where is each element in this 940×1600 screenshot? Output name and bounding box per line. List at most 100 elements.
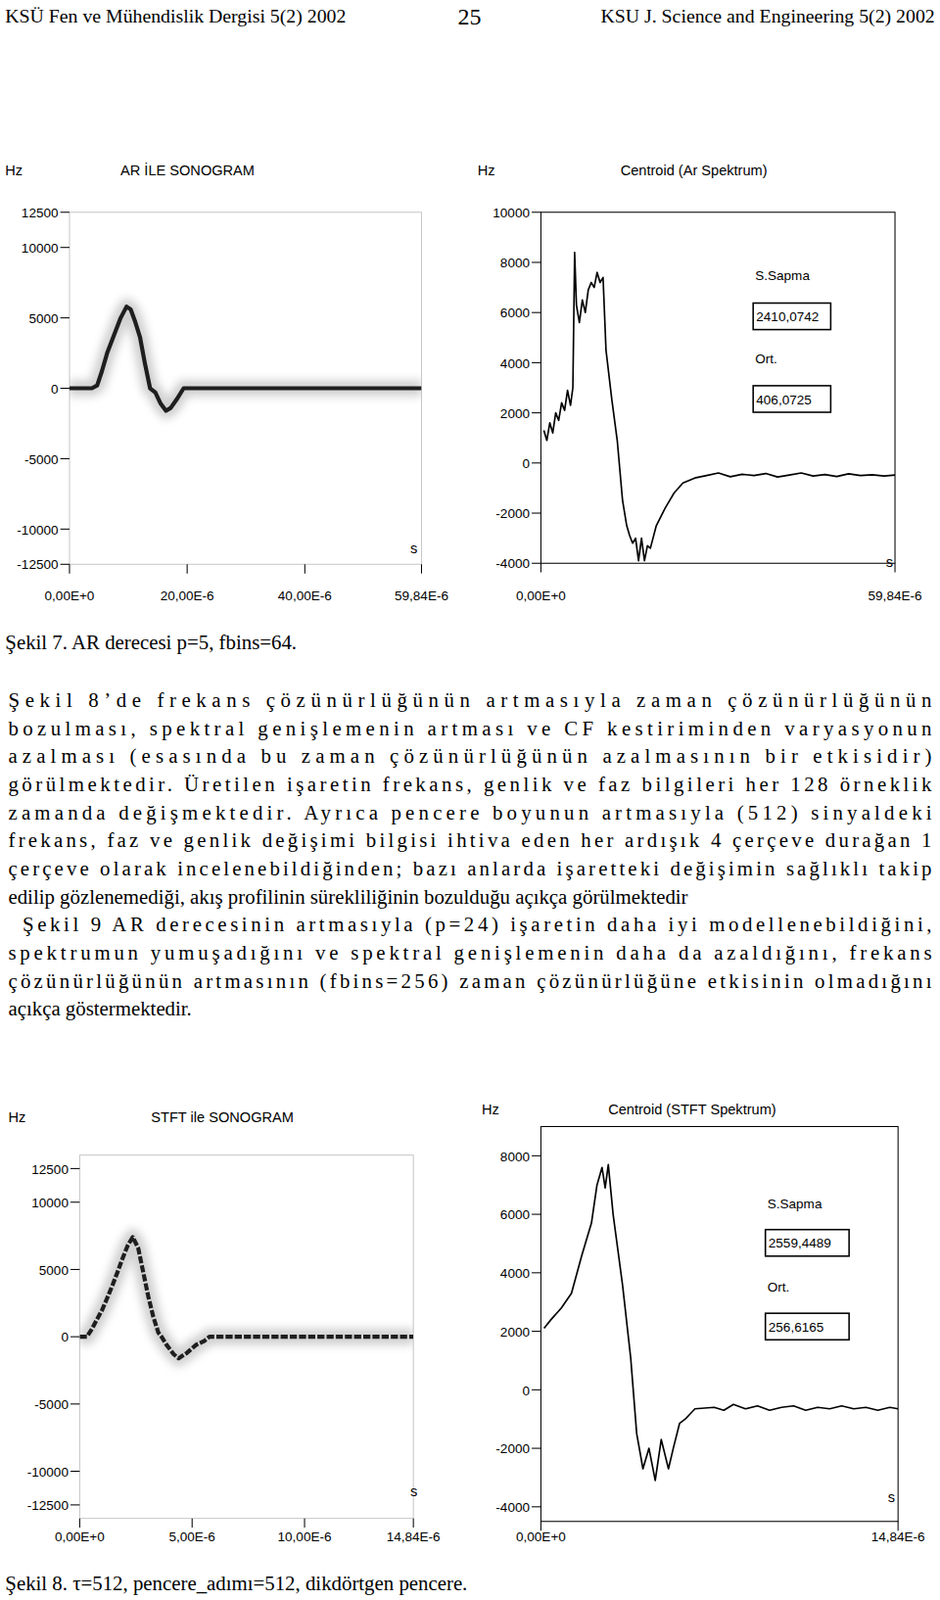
paragraph-line: çözünürlüğünün artmasının (fbins=256) za…: [7, 969, 932, 993]
y-tick-label: 8000: [500, 1149, 530, 1165]
y-tick-label: 6000: [500, 305, 530, 321]
paragraph-line: açıkça göstermektedir.: [7, 996, 191, 1021]
x-tick-label: 40,00E-6: [278, 588, 332, 604]
paragraph-line: edilip gözlenemediği, akış profilinin sü…: [7, 885, 688, 909]
y-tick: [531, 1448, 541, 1450]
y-tick: [531, 211, 541, 213]
y-tick-label: 0: [60, 1329, 69, 1345]
y-tick-label: 0: [521, 1383, 530, 1399]
x-tick-label: 0,00E+0: [54, 1529, 105, 1545]
x-tick-label: 0,00E+0: [45, 588, 95, 604]
chart-title: Centroid (STFT Spektrum): [608, 1101, 776, 1118]
y-tick: [70, 1504, 80, 1505]
y-tick: [531, 563, 541, 564]
y-tick: [531, 412, 541, 414]
stat-value: 256,6165: [768, 1319, 824, 1335]
y-axis-label: Hz: [481, 1101, 500, 1118]
y-tick-label: 8000: [500, 255, 530, 271]
data-group: [543, 252, 895, 562]
x-tick-label: 0,00E+0: [516, 588, 566, 604]
y-tick: [60, 458, 70, 460]
y-tick: [70, 1168, 80, 1170]
y-tick: [531, 1330, 541, 1332]
y-tick-label: -12500: [16, 557, 58, 572]
y-tick-label: 5000: [28, 311, 58, 327]
x-tick: [421, 564, 423, 573]
paragraph-line: görülmektedir. Üretilen işaretin frekans…: [7, 772, 933, 797]
paragraph-line: Şekil 8’de frekans çözünürlüğünün artmas…: [7, 688, 933, 712]
y-tick: [70, 1403, 80, 1405]
chart: HzCentroid (Ar Spektrum)-4000-2000020004…: [477, 162, 923, 604]
y-tick: [531, 1505, 541, 1507]
y-tick-label: -5000: [34, 1397, 69, 1412]
x-tick-label: 20,00E-6: [160, 588, 215, 604]
y-tick-label: 5000: [39, 1263, 69, 1278]
y-tick: [531, 1389, 541, 1391]
chart: HzAR İLE SONOGRAM-12500-10000-5000050001…: [4, 161, 449, 604]
y-tick-label: 10000: [31, 1195, 69, 1211]
y-tick-label: -12500: [27, 1498, 69, 1513]
y-tick: [60, 246, 70, 248]
x-tick-label: 14,84E-6: [871, 1529, 926, 1545]
stat-box: [765, 1313, 849, 1340]
y-tick: [70, 1336, 80, 1338]
y-tick-label: 6000: [500, 1207, 530, 1222]
x-tick-label: 59,84E-6: [868, 588, 923, 604]
x-tick: [68, 564, 70, 573]
plot-frame: [69, 212, 423, 565]
ridge-line: [69, 306, 423, 411]
page: KSÜ Fen ve Mühendislik Dergisi 5(2) 2002…: [0, 0, 940, 1600]
x-axis-label: s: [410, 540, 418, 557]
x-tick-label: 14,84E-6: [386, 1529, 441, 1545]
y-tick-label: 4000: [500, 1266, 530, 1281]
y-tick: [70, 1470, 80, 1472]
paragraph-line: Şekil 9 AR derecesinin artmasıyla (p=24)…: [22, 912, 933, 937]
x-tick: [540, 563, 542, 572]
centroid-line: [544, 1164, 899, 1481]
stat-value: 2559,4489: [768, 1235, 832, 1251]
x-tick: [304, 564, 306, 573]
y-axis-label: Hz: [477, 162, 496, 179]
y-tick: [60, 564, 70, 565]
stat-value: 406,0725: [755, 392, 811, 408]
y-tick: [60, 211, 70, 213]
y-tick: [60, 528, 70, 530]
y-axis-label: Hz: [7, 1109, 26, 1126]
y-tick-label: 10000: [492, 205, 530, 221]
x-tick: [79, 1518, 81, 1528]
y-tick: [60, 317, 70, 319]
y-axis-label: Hz: [4, 162, 23, 179]
y-tick: [70, 1269, 80, 1270]
page-number: 25: [458, 3, 482, 30]
y-tick: [531, 513, 541, 515]
x-tick: [894, 563, 896, 572]
y-tick-label: 10000: [21, 240, 59, 256]
y-tick-label: 0: [521, 456, 530, 471]
y-tick-label: -4000: [495, 556, 530, 571]
y-tick-label: 2000: [500, 1324, 530, 1340]
plot-frame: [79, 1155, 414, 1519]
y-tick: [60, 387, 70, 389]
x-axis-label: s: [888, 1489, 895, 1505]
x-tick: [413, 1518, 415, 1528]
paragraph-line: azalması (esasında bu zaman çözünürlüğün…: [7, 744, 932, 768]
ridge-halo: [69, 306, 423, 411]
chart: HzSTFT ile SONOGRAM-12500-10000-50000500…: [7, 1109, 440, 1544]
centroid-line: [543, 252, 895, 562]
x-axis-label: s: [410, 1483, 418, 1500]
figure-caption: Şekil 8. τ=512, pencere_adımı=512, dikdö…: [4, 1571, 468, 1596]
chart-title: AR İLE SONOGRAM: [120, 161, 255, 179]
stat-title: S.Sapma: [767, 1196, 823, 1212]
stat-title: Ort.: [754, 351, 778, 367]
paragraph-line: bozulması, spektral genişlemenin artması…: [7, 716, 933, 741]
y-tick: [531, 261, 541, 263]
y-tick-label: 0: [50, 381, 59, 397]
y-tick-label: -4000: [495, 1500, 530, 1515]
y-tick: [531, 362, 541, 364]
data-group: [79, 1236, 414, 1359]
x-tick: [187, 564, 188, 573]
y-tick-label: 12500: [31, 1162, 69, 1177]
stat-title: S.Sapma: [754, 268, 810, 283]
data-group: [544, 1164, 899, 1481]
stat-value: 2410,0742: [755, 309, 819, 325]
